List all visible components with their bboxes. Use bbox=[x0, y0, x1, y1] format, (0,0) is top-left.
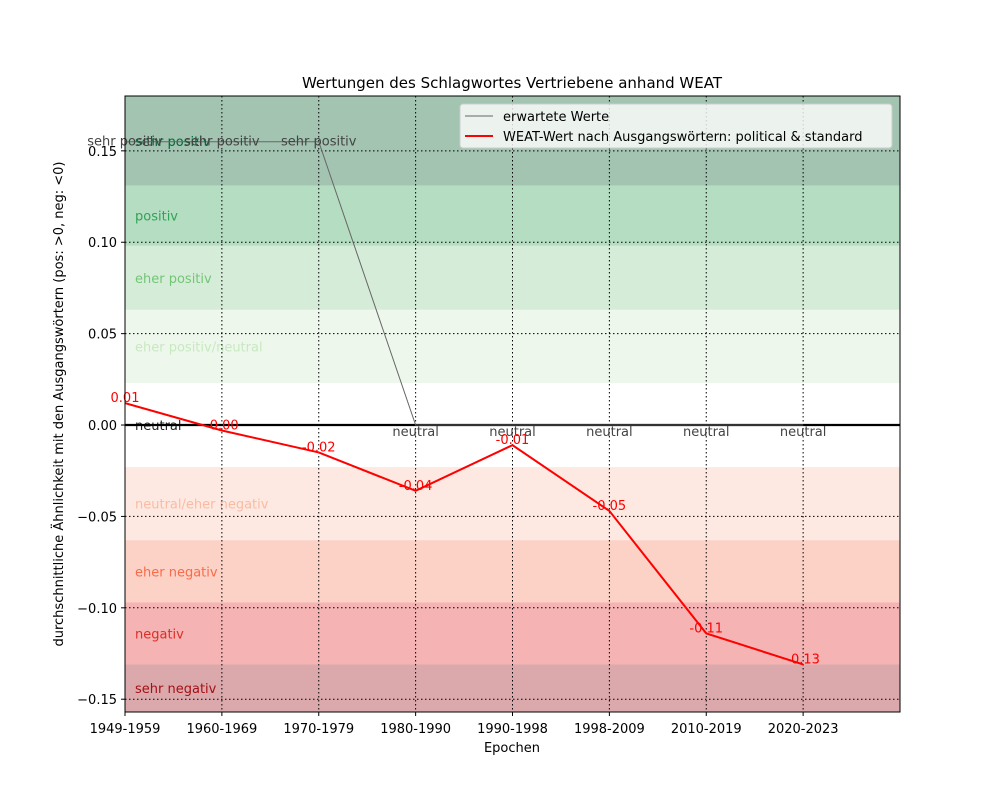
y-tick-label-0: −0.15 bbox=[77, 693, 117, 708]
expected-label-2: sehr positiv bbox=[281, 135, 357, 150]
band-label-0: sehr positiv bbox=[135, 135, 211, 150]
band-label-2: eher positiv bbox=[135, 272, 212, 287]
y-tick-label-5: 0.10 bbox=[88, 236, 117, 251]
x-tick-label-6: 2010-2019 bbox=[671, 722, 742, 737]
legend: erwartete Werte WEAT-Wert nach Ausgangswö… bbox=[459, 103, 893, 149]
x-tick-label-7: 2020-2023 bbox=[768, 722, 839, 737]
band-1 bbox=[125, 185, 900, 246]
weat-label-7: -0.13 bbox=[786, 652, 820, 667]
expected-label-6: neutral bbox=[683, 425, 730, 440]
weat-label-6: -0.11 bbox=[689, 621, 723, 636]
band-3 bbox=[125, 309, 900, 383]
x-tick-label-0: 1949-1959 bbox=[90, 722, 161, 737]
expected-label-7: neutral bbox=[780, 425, 827, 440]
y-tick-label-3: 0.00 bbox=[88, 419, 117, 434]
x-tick-label-2: 1970-1979 bbox=[283, 722, 354, 737]
band-label-6: eher negativ bbox=[135, 565, 218, 580]
x-tick-label-1: 1960-1969 bbox=[186, 722, 257, 737]
x-tick-label-4: 1990-1998 bbox=[477, 722, 548, 737]
weat-label-1: -0.00 bbox=[205, 419, 239, 434]
weat-label-5: -0.05 bbox=[593, 499, 627, 514]
band-5 bbox=[125, 467, 900, 541]
band-label-8: sehr negativ bbox=[135, 682, 217, 697]
weat-label-3: -0.04 bbox=[399, 479, 433, 494]
expected-label-3: neutral bbox=[392, 425, 439, 440]
weat-label-2: -0.02 bbox=[302, 440, 336, 455]
expected-label-5: neutral bbox=[586, 425, 633, 440]
legend-label-1: WEAT-Wert nach Ausgangswörtern: politica… bbox=[503, 130, 862, 145]
band-label-1: positiv bbox=[135, 210, 178, 225]
point-labels: sehr positiv sehr positiv sehr positivneut… bbox=[87, 135, 826, 668]
band-label-4: neutral bbox=[135, 419, 182, 434]
axis-ticks: −0.15 −0.10 −0.05 0.00 0.05 0.10 0.15 1949-1959… bbox=[77, 145, 838, 737]
chart-title: Wertungen des Schlagwortes Vertriebene a… bbox=[302, 74, 723, 92]
weat-label-4: -0.01 bbox=[496, 433, 530, 448]
legend-label-0: erwartete Werte bbox=[503, 110, 609, 125]
expected-label-1: sehr positiv bbox=[184, 135, 260, 150]
series-line-1 bbox=[124, 402, 804, 666]
x-axis-label: Epochen bbox=[484, 741, 540, 756]
x-tick-label-3: 1980-1990 bbox=[380, 722, 451, 737]
band-6 bbox=[125, 540, 900, 603]
band-label-3: eher positiv/neutral bbox=[135, 340, 263, 355]
y-tick-label-1: −0.10 bbox=[77, 602, 117, 617]
band-label-5: neutral/eher negativ bbox=[135, 498, 269, 513]
series-lines bbox=[124, 141, 804, 666]
y-tick-label-4: 0.05 bbox=[88, 328, 117, 343]
expected-label-4: neutral bbox=[489, 425, 536, 440]
y-tick-label-6: 0.15 bbox=[88, 145, 117, 160]
y-axis-label: durchschnittliche Ähnlichkeit mit den Au… bbox=[51, 161, 67, 646]
y-tick-label-2: −0.05 bbox=[77, 510, 117, 525]
legend-box bbox=[459, 103, 893, 149]
series-line-0 bbox=[125, 141, 804, 426]
x-tick-label-5: 1998-2009 bbox=[574, 722, 645, 737]
sentiment-band-labels: sehr positiv positiv eher positiv eher posi… bbox=[135, 135, 269, 697]
band-label-7: negativ bbox=[135, 627, 184, 642]
